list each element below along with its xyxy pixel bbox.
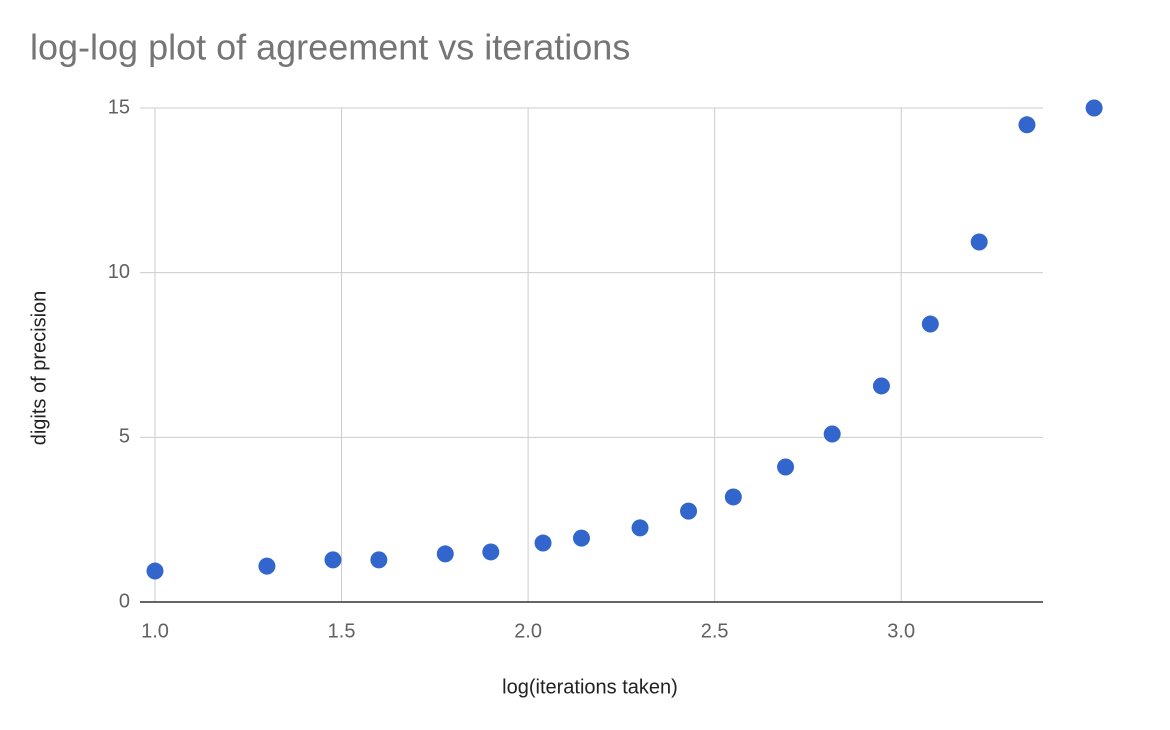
point bbox=[1085, 99, 1103, 117]
point bbox=[970, 233, 988, 251]
point bbox=[680, 502, 698, 520]
point bbox=[436, 545, 454, 563]
y-tick-label: 0 bbox=[119, 590, 130, 612]
x-tick-label: 1.0 bbox=[141, 620, 169, 642]
point bbox=[724, 488, 742, 506]
x-axis-label: log(iterations taken) bbox=[502, 676, 678, 698]
point bbox=[324, 551, 342, 569]
point bbox=[370, 551, 388, 569]
point bbox=[921, 315, 939, 333]
x-tick-label: 2.5 bbox=[701, 620, 729, 642]
x-tick-label: 1.5 bbox=[328, 620, 356, 642]
point bbox=[146, 562, 164, 580]
point bbox=[534, 534, 552, 552]
y-axis-label: digits of precision bbox=[28, 291, 50, 446]
point bbox=[258, 557, 276, 575]
x-tick-label: 3.0 bbox=[887, 620, 915, 642]
y-tick-label: 15 bbox=[108, 96, 130, 118]
chart-title: log-log plot of agreement vs iterations bbox=[30, 27, 630, 68]
point bbox=[482, 543, 500, 561]
y-tick-label: 10 bbox=[108, 261, 130, 283]
point bbox=[872, 377, 890, 395]
point bbox=[777, 458, 795, 476]
point bbox=[1018, 116, 1036, 134]
point bbox=[572, 529, 590, 547]
point bbox=[823, 425, 841, 443]
point bbox=[631, 519, 649, 537]
x-tick-label: 2.0 bbox=[514, 620, 542, 642]
y-tick-label: 5 bbox=[119, 426, 130, 448]
